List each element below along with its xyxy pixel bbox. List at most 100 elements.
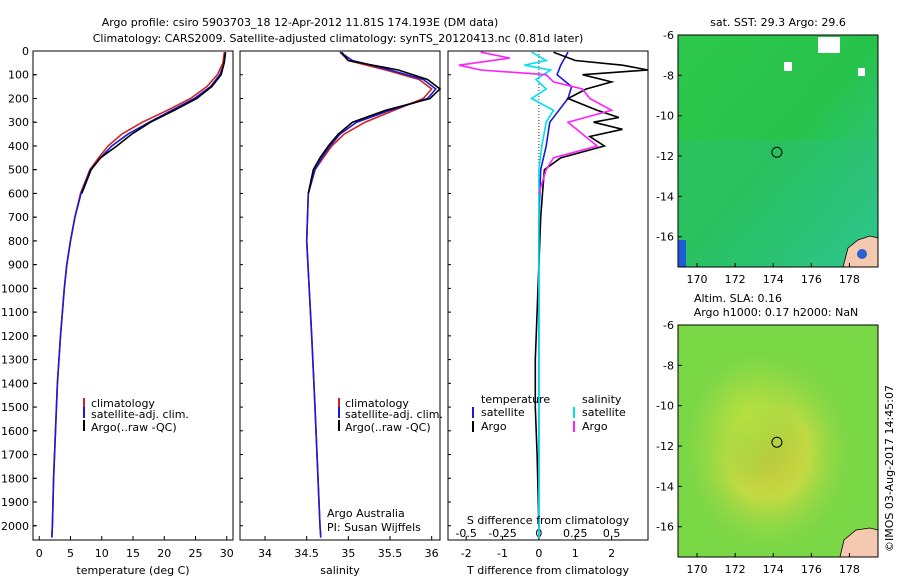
lon-tick-label: 178 xyxy=(839,563,860,576)
lat-tick-label: -12 xyxy=(656,440,674,453)
x-tick-label: 0 xyxy=(535,547,542,560)
lon-tick-label: 172 xyxy=(725,563,746,576)
depth-tick-label: 800 xyxy=(8,235,29,248)
sla-map-title-2: Argo h1000: 0.17 h2000: NaN xyxy=(694,306,859,319)
t-difference-label: T difference from climatology xyxy=(466,564,629,577)
x-tick-label: 1 xyxy=(572,547,579,560)
x-tick-label: 30 xyxy=(220,547,234,560)
sst-cloud-gap xyxy=(858,68,865,76)
sst-cloud-gap xyxy=(784,62,792,71)
legend-satellite: satellite-adj. clim. xyxy=(91,408,189,421)
sst-map-panel: sat. SST: 29.3 Argo: 29.6 170 172 174 176 17… xyxy=(656,16,879,286)
difference-legend: temperature salinity satellite Argo sate… xyxy=(472,393,626,433)
depth-tick-label: 1600 xyxy=(1,425,29,438)
annotation-argo-australia: Argo Australia xyxy=(327,507,405,520)
lat-tick-label: -8 xyxy=(663,69,674,82)
depth-tick-label: 600 xyxy=(8,187,29,200)
sst-cloud-gap xyxy=(818,37,840,53)
depth-tick-label: 1400 xyxy=(1,377,29,390)
lon-tick-label: 170 xyxy=(687,563,708,576)
sla-map-panel: Altim. SLA: 0.16 Argo h1000: 0.17 h2000:… xyxy=(656,292,879,576)
lat-tick-label: -10 xyxy=(656,110,674,123)
sst-map-axes: 170 172 174 176 178 -6 -8 -10 -12 -14 -16 xyxy=(656,29,860,286)
x-tick-label: 15 xyxy=(126,547,140,560)
s-difference-label: S difference from climatology xyxy=(467,514,630,527)
depth-tick-label: 1800 xyxy=(1,472,29,485)
depth-tick-label: 2000 xyxy=(1,520,29,533)
lat-tick-label: -16 xyxy=(656,521,674,534)
imos-credit: ©IMOS 03-Aug-2017 14:45:07 xyxy=(883,385,896,552)
legend-argo: Argo(..raw -QC) xyxy=(345,421,431,434)
lat-tick-label: -10 xyxy=(656,400,674,413)
depth-tick-label: 0 xyxy=(22,45,29,58)
x-tick-label: 20 xyxy=(157,547,171,560)
sst-field xyxy=(678,35,878,267)
x-tick-label: 5 xyxy=(67,547,74,560)
x-tick-label: 2 xyxy=(608,547,615,560)
x-tick-label: 25 xyxy=(189,547,203,560)
sst-field-south xyxy=(678,140,878,267)
depth-tick-label: 1000 xyxy=(1,282,29,295)
salinity-legend: climatology satellite-adj. clim. Argo(..… xyxy=(338,397,443,434)
x-tick-label: 34.5 xyxy=(294,547,319,560)
difference-x-axis: -2 -1 0 1 2-0.5 -0.25 0 0.25 0.5 xyxy=(448,50,621,560)
legend-group-temperature: temperature xyxy=(481,393,550,406)
salinity-lines xyxy=(305,51,442,538)
lon-tick-label: 176 xyxy=(801,273,822,286)
depth-axis: 0 100 200 300 400 500 600 700 800 900 1000 1100 1200… xyxy=(1,45,37,533)
depth-tick-label: 500 xyxy=(8,164,29,177)
depth-tick-label: 1700 xyxy=(1,449,29,462)
legend-argo: Argo(..raw -QC) xyxy=(91,421,177,434)
lat-tick-label: -12 xyxy=(656,150,674,163)
sla-map-title-1: Altim. SLA: 0.16 xyxy=(694,292,782,305)
series-line-salinity-argo xyxy=(458,51,614,194)
series-line-argo-raw-qc- xyxy=(307,51,442,194)
lon-tick-label: 172 xyxy=(725,273,746,286)
sla-map-frame xyxy=(677,324,879,558)
sst-coastal-cold xyxy=(857,249,867,259)
lat-tick-label: -6 xyxy=(663,319,674,332)
lon-tick-label: 174 xyxy=(763,563,784,576)
depth-tick-label: 900 xyxy=(8,259,29,272)
legend-s-satellite: satellite xyxy=(582,406,626,419)
salinity-panel: 34 34.5 35 35.5 36 salinity climatology sate… xyxy=(239,50,443,577)
legend-t-argo: Argo xyxy=(481,420,507,433)
x-tick-label: 35 xyxy=(341,547,355,560)
depth-tick-label: 1200 xyxy=(1,330,29,343)
x-tick-label: 34 xyxy=(258,547,272,560)
argo-location-marker xyxy=(771,436,783,448)
s-tick-label: -0.25 xyxy=(488,527,516,540)
s-tick-label: -0.5 xyxy=(455,527,476,540)
s-tick-label: 0.5 xyxy=(603,527,621,540)
temperature-axis-label: temperature (deg C) xyxy=(76,564,189,577)
lat-tick-label: -6 xyxy=(663,29,674,42)
figure-title-line1: Argo profile: csiro 5903703_18 12-Apr-20… xyxy=(102,16,499,29)
x-tick-label: 36 xyxy=(425,547,439,560)
lat-tick-label: -14 xyxy=(656,480,674,493)
legend-satellite: satellite-adj. clim. xyxy=(345,408,443,421)
x-tick-label: -1 xyxy=(497,547,508,560)
lon-tick-label: 174 xyxy=(763,273,784,286)
legend-group-salinity: salinity xyxy=(582,393,622,406)
temperature-x-axis: 0 5 10 15 20 25 30 xyxy=(33,50,234,560)
lon-tick-label: 170 xyxy=(687,273,708,286)
difference-lines xyxy=(458,51,649,538)
salinity-axis-label: salinity xyxy=(320,564,360,577)
sla-shade xyxy=(678,325,878,557)
depth-tick-label: 1300 xyxy=(1,354,29,367)
depth-tick-label: 700 xyxy=(8,211,29,224)
x-tick-label: -2 xyxy=(461,547,472,560)
annotation-pi: PI: Susan Wijffels xyxy=(327,521,421,534)
depth-tick-label: 1500 xyxy=(1,401,29,414)
lat-tick-label: -8 xyxy=(663,359,674,372)
depth-tick-label: 1100 xyxy=(1,306,29,319)
depth-tick-label: 300 xyxy=(8,116,29,129)
lat-tick-label: -16 xyxy=(656,231,674,244)
lat-tick-label: -14 xyxy=(656,190,674,203)
difference-panel: -2 -1 0 1 2-0.5 -0.25 0 0.25 0.5 S difference fr… xyxy=(447,50,649,577)
difference-plot-frame xyxy=(447,50,649,541)
x-tick-label: 10 xyxy=(95,547,109,560)
s-tick-label: 0.25 xyxy=(563,527,588,540)
series-line-satellite-adj-clim- xyxy=(305,51,437,538)
